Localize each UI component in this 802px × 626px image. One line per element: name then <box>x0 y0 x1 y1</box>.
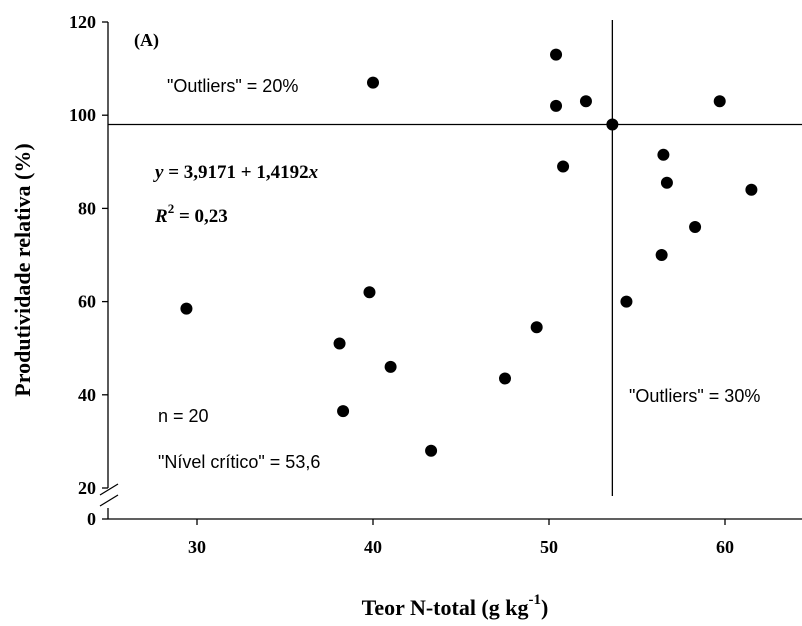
data-point <box>333 337 346 350</box>
y-tick-label: 120 <box>69 12 96 32</box>
r-squared-sup: 2 <box>168 201 175 216</box>
x-axis-title-main: Teor N-total (g kg <box>362 595 529 620</box>
data-point <box>499 372 511 385</box>
data-point <box>606 118 619 131</box>
data-point <box>745 183 758 196</box>
data-point <box>550 99 563 112</box>
data-point <box>579 95 592 108</box>
equation-x: x <box>308 162 319 183</box>
outliers-bottom-annotation: "Outliers" = 30% <box>629 386 760 406</box>
x-axis-title-end: ) <box>541 595 548 620</box>
r-squared-value: = 0,23 <box>174 206 228 227</box>
y-tick-label: 20 <box>78 478 96 498</box>
data-point <box>657 148 670 161</box>
data-point <box>367 76 379 89</box>
x-axis-title-sup: -1 <box>529 592 542 608</box>
equation-rhs: = 3,9171 + 1,4192 <box>163 162 308 183</box>
panel-label: (A) <box>134 30 159 51</box>
x-tick-label: 40 <box>364 537 382 557</box>
data-point <box>384 360 397 373</box>
y-tick-label-zero: 0 <box>87 509 96 529</box>
data-points <box>180 48 758 457</box>
y-axis-break-mark-upper <box>99 483 119 496</box>
y-axis-title: Produtividade relativa (%) <box>10 143 35 396</box>
sample-size-annotation: n = 20 <box>158 406 209 426</box>
regression-equation: y = 3,9171 + 1,4192x <box>153 162 319 183</box>
r-squared-r: R <box>154 206 168 227</box>
data-point <box>530 321 543 334</box>
y-tick-label: 60 <box>78 292 96 312</box>
data-point <box>337 405 350 418</box>
x-tick-label: 60 <box>716 537 734 557</box>
data-point <box>655 249 668 261</box>
data-point <box>363 286 376 299</box>
x-tick-label: 30 <box>188 537 206 557</box>
outliers-top-annotation: "Outliers" = 20% <box>167 76 298 96</box>
data-point <box>620 295 633 308</box>
x-axis-title: Teor N-total (g kg-1) <box>362 592 549 620</box>
x-ticks: 30 40 50 60 <box>188 519 734 557</box>
x-tick-label: 50 <box>540 537 558 557</box>
data-point <box>689 221 702 234</box>
equation-y: y <box>153 162 164 183</box>
data-point <box>713 95 726 108</box>
y-ticks: 20 40 60 80 100 120 <box>69 12 108 498</box>
data-point <box>425 444 438 457</box>
y-axis-break-mark-lower <box>99 494 119 507</box>
data-point <box>660 176 673 189</box>
data-point <box>550 48 563 61</box>
y-tick-label: 40 <box>78 385 96 405</box>
data-point <box>557 160 570 173</box>
y-tick-label: 100 <box>69 105 96 125</box>
data-point <box>180 302 193 315</box>
y-tick-label: 80 <box>78 198 96 218</box>
critical-level-annotation: "Nível crítico" = 53,6 <box>158 452 320 472</box>
r-squared: R2 = 0,23 <box>154 201 228 227</box>
